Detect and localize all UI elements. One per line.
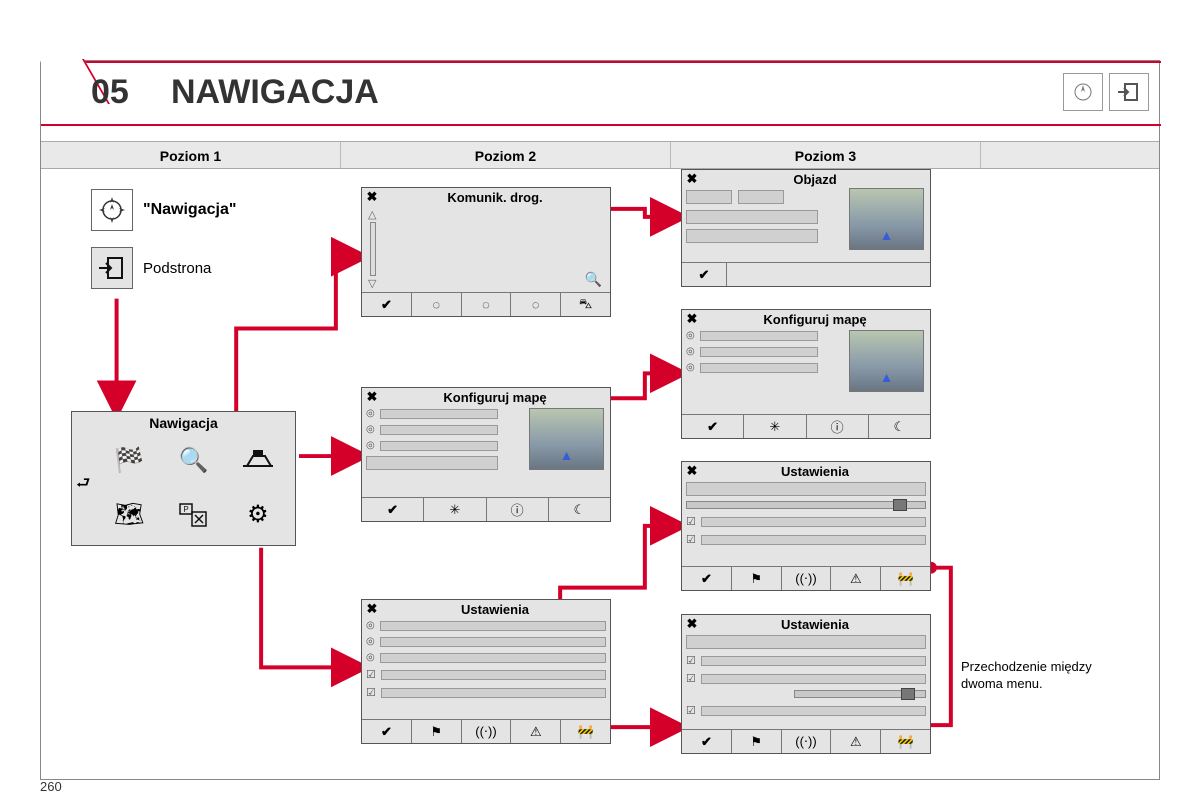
- panel-ustaw-b: ✖ Ustawienia ⚑ ((⋅)) ⚠ 🚧: [681, 461, 931, 591]
- target-icon: ◌: [462, 293, 512, 316]
- target-icon: ◌: [511, 293, 561, 316]
- moon-icon: ☾: [869, 415, 930, 438]
- ustaw-c-title: Ustawienia: [704, 617, 926, 632]
- legend-navigation: "Nawigacja": [91, 189, 236, 231]
- moon-icon: ☾: [549, 498, 610, 521]
- panel-konfig-b: ✖ Konfiguruj mapę ✳ ⓘ ☾: [681, 309, 931, 439]
- enter-subpage-icon: [91, 247, 133, 289]
- legend-nav-label: "Nawigacja": [143, 201, 236, 219]
- panel-komunik: ✖ Komunik. drog. △ ▽ 🔍 ◌ ◌ ◌ ⛍: [361, 187, 611, 317]
- panel-ustaw-a: ✖ Ustawienia ⚑ ((⋅)) ⚠ 🚧: [361, 599, 611, 744]
- panel-ustaw-c: ✖ Ustawienia ⚑ ((⋅)) ⚠ 🚧: [681, 614, 931, 754]
- legend-sub-label: Podstrona: [143, 260, 211, 277]
- info-icon: ⓘ: [487, 498, 549, 521]
- car-front-icon: ⛍: [561, 293, 610, 316]
- target-icon: ◌: [412, 293, 462, 316]
- hourglass-flag-icon: ⚑: [412, 720, 462, 743]
- close-icon: ✖: [684, 311, 700, 327]
- compass-icon: [1063, 73, 1103, 111]
- gear-icon: ⚙: [229, 491, 287, 540]
- panel-objazd: ✖ Objazd: [681, 169, 931, 287]
- nav-main-title: Nawigacja: [72, 415, 295, 431]
- panel-nav-main: Nawigacja ⮐ 🏁 🔍 🗺 P ⚙: [71, 411, 296, 546]
- komunik-toolbar: ◌ ◌ ◌ ⛍: [362, 292, 610, 316]
- close-icon: ✖: [364, 389, 380, 405]
- col2-header: Poziom 2: [341, 142, 671, 168]
- hourglass-flag-icon: ⚑: [732, 567, 782, 590]
- warning-icon: ⚠: [831, 567, 881, 590]
- traffic-car-icon: [229, 436, 287, 485]
- compass-nav-icon: [91, 189, 133, 231]
- poi-icon: P: [164, 491, 222, 540]
- close-icon: ✖: [684, 171, 700, 187]
- close-icon: ✖: [684, 616, 700, 632]
- enter-icon: [1109, 73, 1149, 111]
- map-thumbnail: [849, 330, 924, 392]
- magnifier-icon: 🔍: [164, 436, 222, 485]
- col3-header: Poziom 3: [671, 142, 981, 168]
- chapter-number: 05: [91, 73, 129, 112]
- komunik-title: Komunik. drog.: [384, 190, 606, 205]
- manual-page: 05 NAWIGACJA Poziom 1 Poziom 2 Poziom 3: [40, 60, 1160, 780]
- check-icon: [682, 567, 732, 590]
- check-icon: [362, 498, 424, 521]
- back-icon: ⮐: [76, 472, 90, 499]
- legend-subpage: Podstrona: [91, 247, 211, 289]
- close-icon: ✖: [364, 601, 380, 617]
- map-thumbnail: [529, 408, 604, 470]
- traffic-icon: 🚧: [561, 720, 610, 743]
- map-icon: 🗺: [100, 491, 158, 540]
- close-icon: ✖: [684, 463, 700, 479]
- traffic-icon: 🚧: [881, 567, 930, 590]
- search-list-icon: 🔍: [585, 271, 602, 288]
- warning-icon: ⚠: [511, 720, 561, 743]
- konfig-b-title: Konfiguruj mapę: [704, 312, 926, 327]
- check-icon: [362, 293, 412, 316]
- ustaw-a-title: Ustawienia: [384, 602, 606, 617]
- radio-icon: ((⋅)): [462, 720, 512, 743]
- chapter-title: NAWIGACJA: [171, 73, 379, 112]
- compass-icon: ✳: [744, 415, 806, 438]
- panel-konfig-a: ✖ Konfiguruj mapę ✳ ⓘ ☾: [361, 387, 611, 522]
- close-icon: ✖: [364, 189, 380, 205]
- info-icon: ⓘ: [807, 415, 869, 438]
- check-icon: [682, 730, 732, 753]
- chapter-header: 05 NAWIGACJA: [41, 61, 1161, 126]
- hourglass-flag-icon: ⚑: [732, 730, 782, 753]
- header-icons: [1063, 73, 1149, 111]
- map-thumbnail: [849, 188, 924, 250]
- check-icon: [682, 415, 744, 438]
- compass-icon: ✳: [424, 498, 486, 521]
- warning-icon: ⚠: [831, 730, 881, 753]
- diagram-area: "Nawigacja" Podstrona Nawigacja ⮐ 🏁 🔍 🗺 …: [41, 169, 1159, 779]
- check-icon: [362, 720, 412, 743]
- svg-text:P: P: [184, 505, 189, 514]
- konfig-a-title: Konfiguruj mapę: [384, 390, 606, 405]
- col1-header: Poziom 1: [41, 142, 341, 168]
- traffic-icon: 🚧: [881, 730, 930, 753]
- ustaw-b-title: Ustawienia: [704, 464, 926, 479]
- radio-icon: ((⋅)): [782, 730, 832, 753]
- radio-icon: ((⋅)): [782, 567, 832, 590]
- check-icon: [682, 263, 727, 286]
- column-headers: Poziom 1 Poziom 2 Poziom 3: [41, 141, 1159, 169]
- page-number: 260: [40, 779, 62, 794]
- side-note: Przechodzenie między dwoma menu.: [961, 659, 1131, 693]
- flag-icon: 🏁: [100, 436, 158, 485]
- objazd-title: Objazd: [704, 172, 926, 187]
